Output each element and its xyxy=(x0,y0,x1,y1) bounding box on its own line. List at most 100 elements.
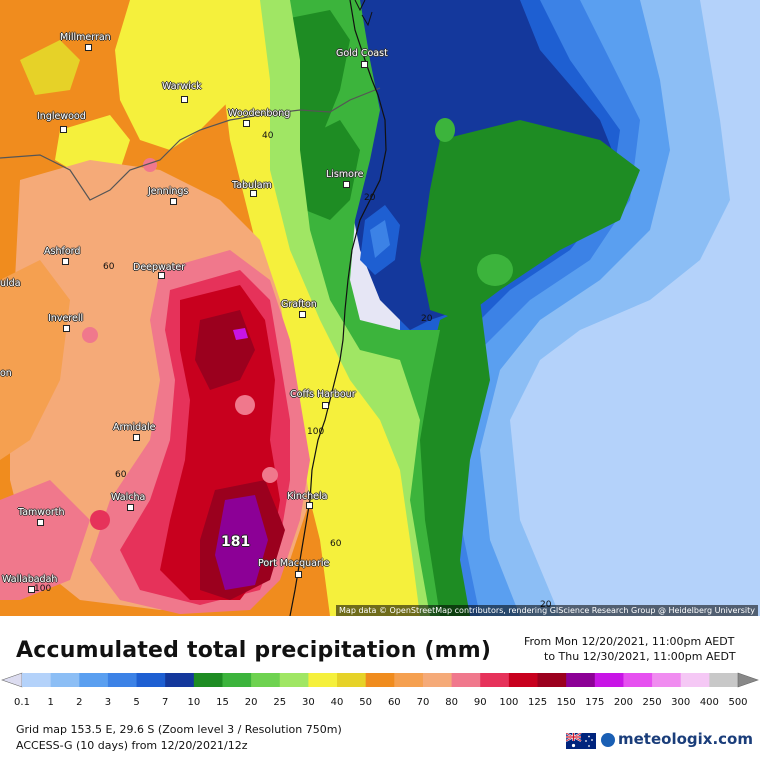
legend-swatch xyxy=(107,673,138,687)
contour-label: 100 xyxy=(34,584,52,594)
place-armidale: Armidale xyxy=(113,422,156,433)
place-ashford: Ashford xyxy=(44,246,81,257)
legend-arrow-left xyxy=(1,672,23,688)
place-grafton: Grafton xyxy=(281,299,317,310)
contour-label: 20 xyxy=(364,193,376,203)
place-jennings: Jennings xyxy=(148,186,189,197)
brand-name[interactable]: meteologix.com xyxy=(618,730,753,748)
place-port-macquarie: Port Macquarie xyxy=(258,558,330,569)
legend-tick-label: 90 xyxy=(473,697,487,708)
legend-swatch xyxy=(623,673,653,687)
australia-flag-icon xyxy=(566,733,596,749)
legend-tick-label: 40 xyxy=(330,697,344,708)
period-from: From Mon 12/20/2021, 11:00pm AEDT xyxy=(524,635,735,648)
legend-tick-label: 1 xyxy=(47,697,54,708)
legend-arrow-right xyxy=(737,672,759,688)
place-marker xyxy=(158,272,165,279)
legend-swatch xyxy=(165,673,195,687)
contour-label: 60 xyxy=(330,539,342,549)
legend-tick-label: 80 xyxy=(445,697,458,708)
legend-swatch xyxy=(508,673,539,687)
place-gold-coast: Gold Coast xyxy=(336,48,388,59)
legend-swatch xyxy=(594,673,624,687)
legend-tick-label: 50 xyxy=(359,697,373,708)
place-marker xyxy=(181,96,188,103)
legend-tick-label: 150 xyxy=(556,697,576,708)
contour-label: 20 xyxy=(421,314,433,324)
place-wallabadah: Wallabadah xyxy=(2,574,58,585)
place-marker xyxy=(28,586,35,593)
legend-swatch xyxy=(222,673,252,687)
place-marker xyxy=(361,61,368,68)
place-marker xyxy=(133,434,140,441)
place-marker xyxy=(37,519,44,526)
place-tamworth: Tamworth xyxy=(18,507,65,518)
place-walcha: Walcha xyxy=(111,492,146,503)
legend-swatch xyxy=(680,673,710,687)
legend-tick-label: 2 xyxy=(76,697,83,708)
place-inglewood: Inglewood xyxy=(37,111,86,122)
legend-swatch xyxy=(709,673,739,687)
legend-swatch xyxy=(22,673,52,687)
legend-tick-label: 100 xyxy=(499,697,519,708)
place-deepwater: Deepwater xyxy=(133,262,186,273)
place-marker xyxy=(62,258,69,265)
precipitation-map[interactable]: Millmerran Warwick Inglewood Woodenbong … xyxy=(0,0,760,616)
legend-swatch xyxy=(652,673,682,687)
legend-swatch xyxy=(566,673,596,687)
legend-swatch xyxy=(365,673,395,687)
legend-swatch xyxy=(50,673,80,687)
legend-tick-label: 3 xyxy=(104,697,112,708)
chart-title: Accumulated total precipitation (mm) xyxy=(16,638,492,663)
legend-swatch xyxy=(537,673,567,687)
legend-tick-label: 5 xyxy=(133,697,140,708)
place-marker xyxy=(63,325,70,332)
legend-tick-label: 30 xyxy=(302,697,315,708)
legend-tick-label: 125 xyxy=(527,697,548,708)
legend-swatch xyxy=(480,673,510,687)
legend-swatch xyxy=(394,673,424,687)
place-kinchela: Kinchela xyxy=(287,491,328,502)
place-lismore: Lismore xyxy=(326,169,364,180)
legend-tick-label: 400 xyxy=(699,697,719,708)
legend-tick-label: 300 xyxy=(671,697,691,708)
legend-tick-label: 200 xyxy=(613,697,633,708)
legend-tick-label: 25 xyxy=(273,697,287,708)
legend-tick-label: 500 xyxy=(728,697,748,708)
legend-swatch xyxy=(251,673,281,687)
legend-tick-label: 7 xyxy=(162,697,169,708)
grid-info: Grid map 153.5 E, 29.6 S (Zoom level 3 /… xyxy=(16,723,342,736)
legend-labels: 0.1 1 2 3 5 7 10 15 20 25 30 40 50 60 70 80 90 100 125 150 1… xyxy=(0,697,760,709)
precipitation-field xyxy=(0,0,760,616)
place-warwick: Warwick xyxy=(162,81,202,92)
place-marker xyxy=(295,571,302,578)
color-legend xyxy=(1,672,759,688)
place-marker xyxy=(85,44,92,51)
place-partial-west: ulda xyxy=(0,278,21,289)
legend-tick-label: 20 xyxy=(244,697,258,708)
legend-tick-label: 250 xyxy=(642,697,662,708)
legend-swatch xyxy=(79,673,109,687)
legend-tick-label: 175 xyxy=(585,697,605,708)
max-value-label: 181 xyxy=(221,534,251,550)
place-marker xyxy=(127,504,134,511)
place-marker xyxy=(60,126,67,133)
period-to: to Thu 12/30/2021, 11:00pm AEDT xyxy=(544,650,736,663)
place-coffs-harbour: Coffs Harbour xyxy=(290,389,356,400)
legend-swatch xyxy=(193,673,223,687)
place-marker xyxy=(322,402,329,409)
place-marker xyxy=(170,198,177,205)
legend-swatch xyxy=(279,673,309,687)
contour-label: 60 xyxy=(103,262,115,272)
legend-tick-label: 0.1 xyxy=(14,697,30,708)
place-inverell: Inverell xyxy=(48,313,84,324)
place-marker xyxy=(299,311,306,318)
legend-swatch xyxy=(451,673,481,687)
contour-label: 100 xyxy=(307,427,325,437)
legend-swatch xyxy=(136,673,166,687)
place-partial-west-2: on xyxy=(0,368,12,379)
place-marker xyxy=(343,181,350,188)
legend-swatch xyxy=(337,673,367,687)
contour-label: 60 xyxy=(115,470,127,480)
place-marker xyxy=(250,190,257,197)
